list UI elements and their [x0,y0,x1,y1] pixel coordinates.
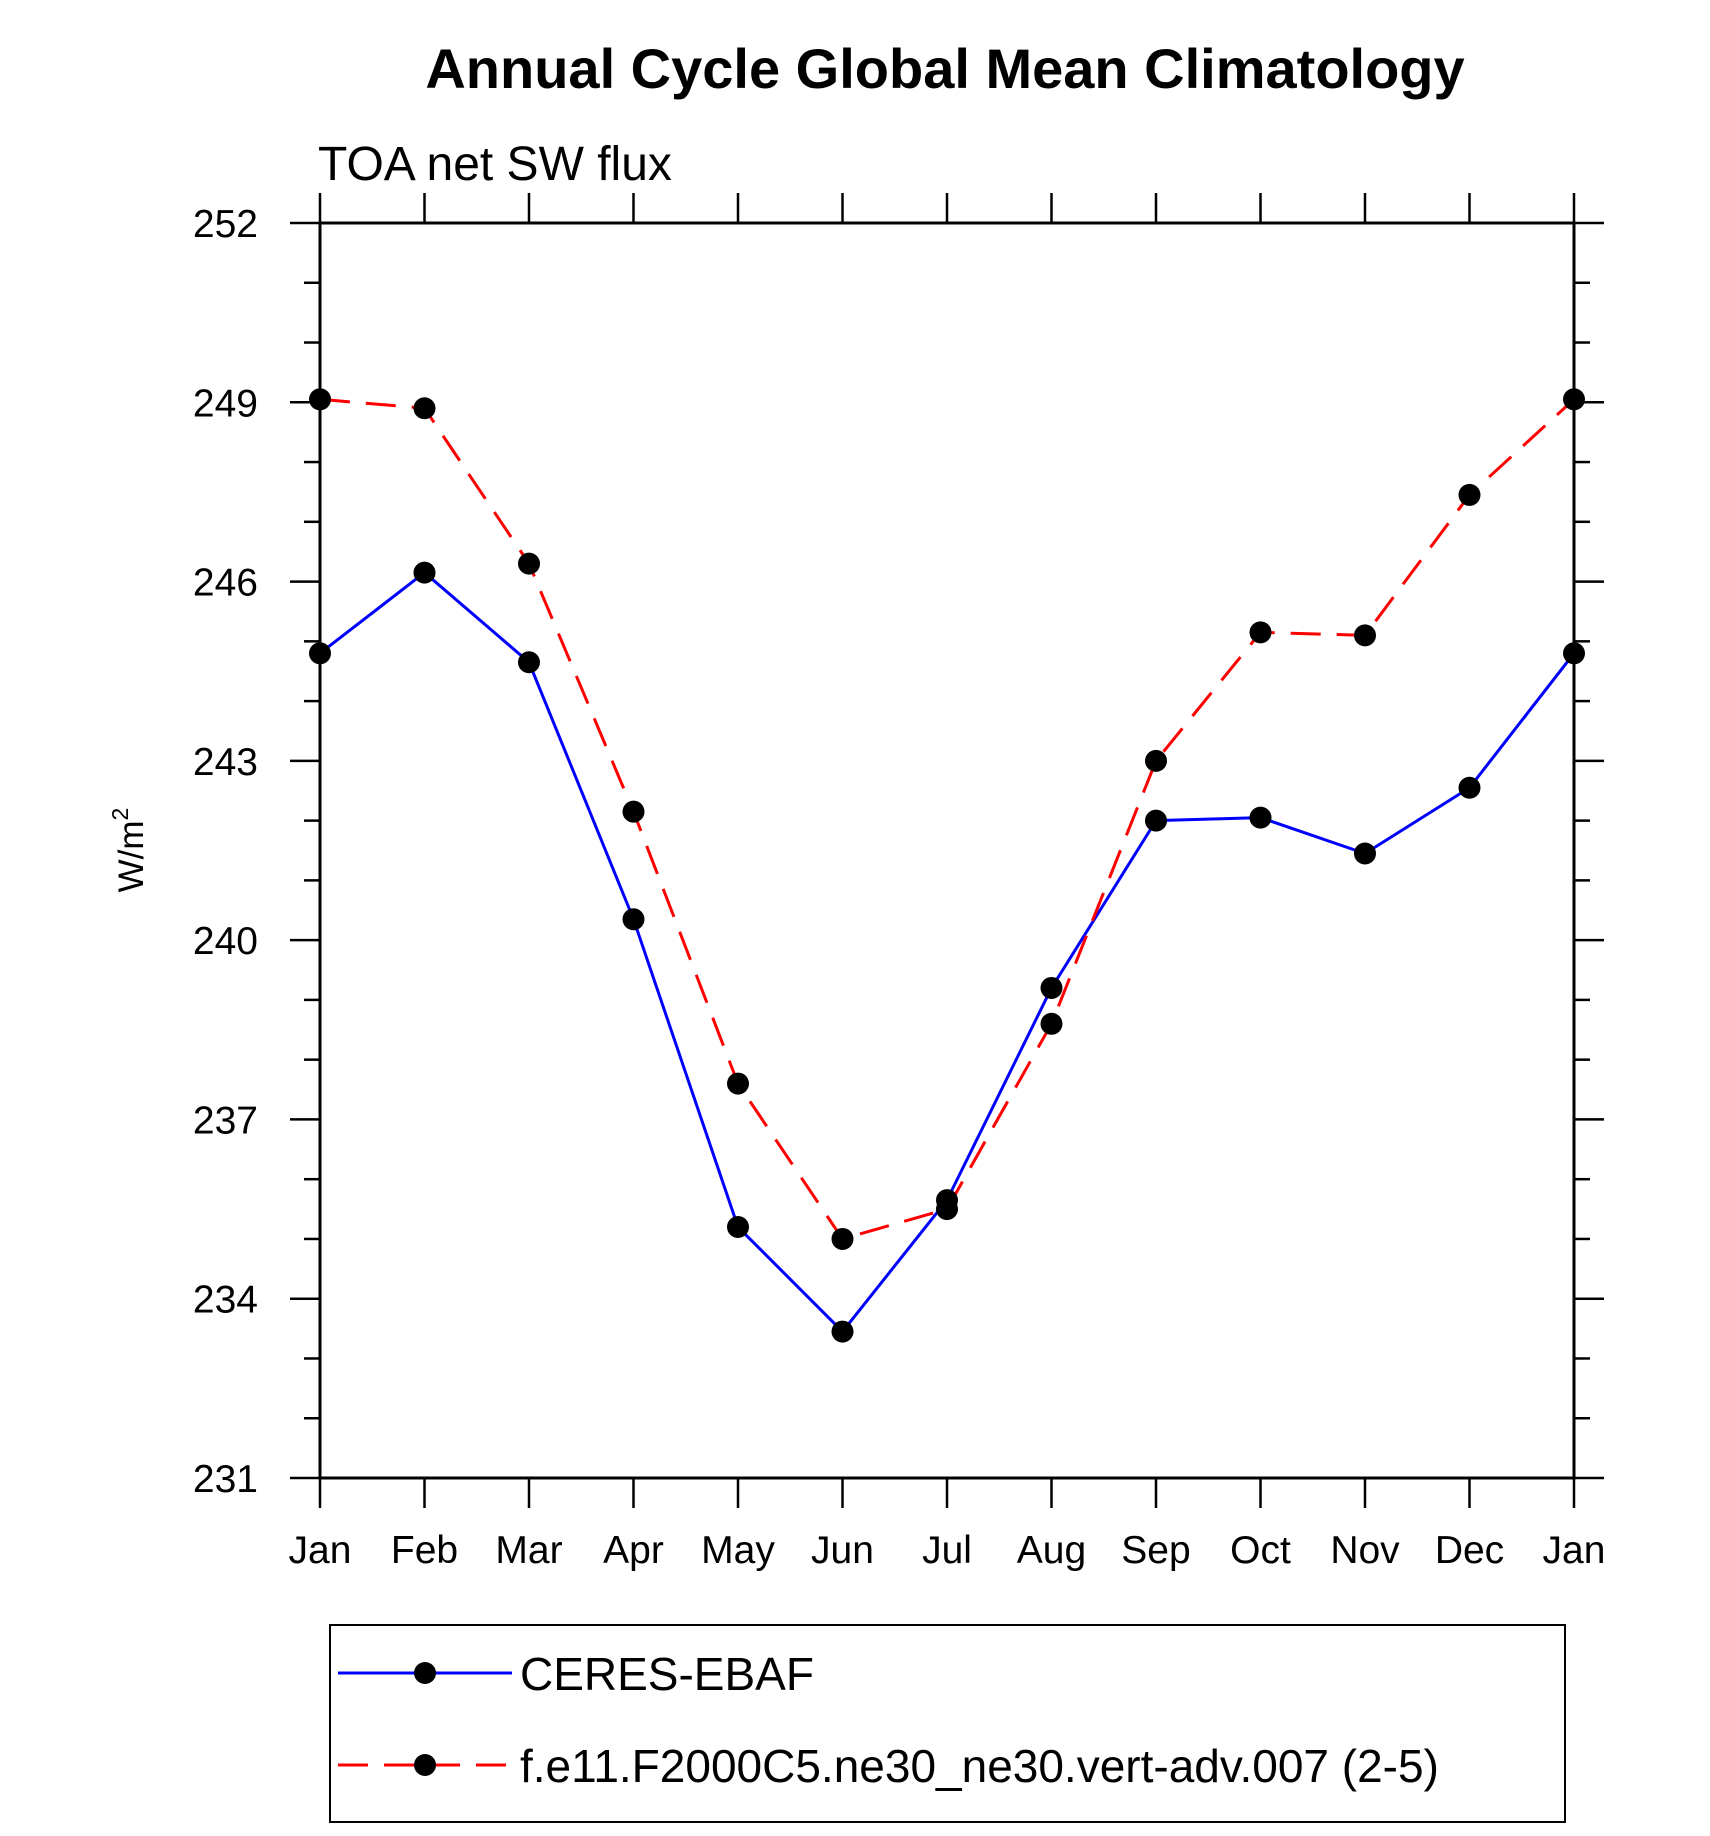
series-1-point [1354,842,1376,865]
legend-box [329,1624,1566,1823]
series-2-point [1145,749,1167,772]
x-tick-label: Nov [1330,1529,1400,1572]
y-tick-label: 243 [193,741,258,784]
x-tick-label: Aug [1017,1529,1086,1572]
series-1-point [1563,642,1585,665]
chart-subtitle: TOA net SW flux [318,138,672,191]
series-1-point [622,908,645,931]
x-tick-label: Oct [1230,1529,1291,1572]
y-tick-label: 231 [193,1458,258,1501]
legend-label: f.e11.F2000C5.ne30_ne30.vert-adv.007 (2-… [520,1740,1439,1792]
series-1-point [1145,809,1167,832]
series-2-point [936,1198,958,1221]
series-2-point [1040,1012,1063,1035]
series-1-point [1249,806,1272,829]
x-tick-label: Feb [391,1529,458,1572]
legend-swatch-marker [414,1754,436,1776]
series-2-point [309,388,331,411]
series-2-point [1249,621,1272,644]
series-2-point [622,800,645,823]
series-2-point [1354,624,1376,647]
x-tick-label: Jan [289,1529,352,1572]
legend-swatch-marker [414,1662,436,1684]
x-tick-label: Apr [603,1529,664,1572]
x-tick-label: Jun [811,1529,874,1572]
series-1-point [831,1320,854,1343]
series-2-point [518,552,540,575]
x-tick-label: Mar [495,1529,562,1572]
y-tick-label: 249 [193,382,258,425]
chart-title: Annual Cycle Global Mean Climatology [425,37,1464,100]
series-1-point [1040,976,1063,999]
y-tick-label: 246 [193,562,258,605]
y-tick-label: 234 [193,1279,258,1322]
series-markers-group [309,388,1585,1343]
x-tick-label: Jan [1543,1529,1606,1572]
series-1-point [727,1216,749,1238]
series-2-point [1563,388,1585,411]
series-1-point [413,561,436,584]
series-line-2 [319,397,1576,1241]
legend: CERES-EBAF f.e11.F2000C5.ne30_ne30.vert-a… [329,1624,1566,1823]
legend-label: CERES-EBAF [520,1648,814,1700]
series-1-point [518,651,540,674]
series-1-point [1458,776,1481,799]
axes-group: 252 249 246 243 240 237 234 231 Jan Feb Mar Apr May J… [193,193,1606,1572]
x-tick-label: May [701,1529,775,1572]
series-2-point [727,1072,749,1095]
y-axis-title: W/m2 [107,808,151,893]
series-1-point [309,642,331,665]
series-2-point [1458,483,1481,506]
y-tick-label: 252 [193,203,258,246]
series-2-point [831,1227,854,1250]
y-tick-label: 237 [193,1099,258,1142]
y-tick-label: 240 [193,920,258,963]
x-tick-label: Sep [1121,1529,1190,1572]
plot-frame [318,221,1576,1480]
x-tick-label: Jul [922,1529,972,1572]
series-2-point [413,397,436,420]
x-tick-label: Dec [1435,1529,1504,1572]
